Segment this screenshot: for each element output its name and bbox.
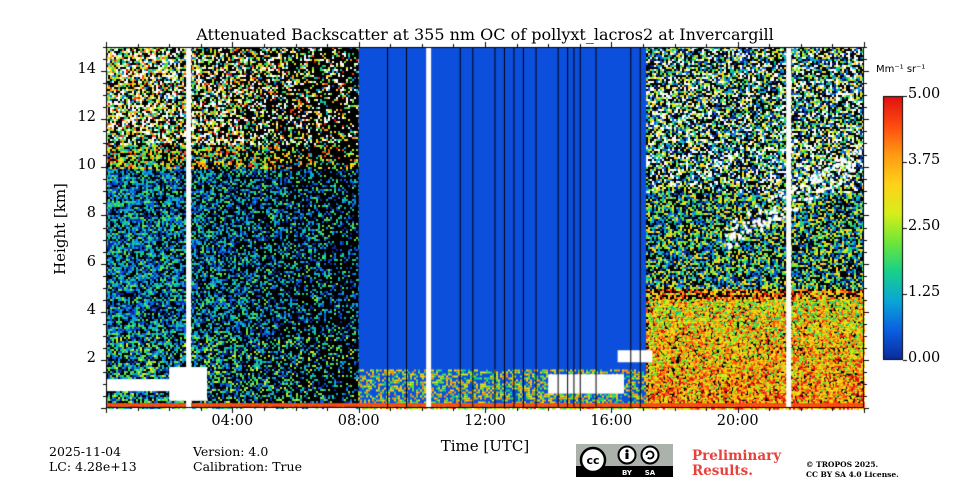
y-tick-label: 2 bbox=[0, 350, 96, 366]
colorbar-tick-label: 3.75 bbox=[908, 152, 940, 168]
colorbar-tick-label: 5.00 bbox=[908, 86, 940, 102]
license-line: CC BY SA 4.0 License. bbox=[806, 470, 899, 480]
copyright-note: © TROPOS 2025. CC BY SA 4.0 License. bbox=[806, 460, 899, 480]
y-tick-label: 10 bbox=[0, 157, 96, 173]
colorbar-tick-label: 2.50 bbox=[908, 218, 940, 234]
footer-version: Version: 4.0 bbox=[193, 444, 268, 459]
x-axis-label: Time [UTC] bbox=[441, 437, 530, 455]
colorbar-tick-label: 1.25 bbox=[908, 284, 940, 300]
cc-by-sa-license-icon: cc BY SA bbox=[576, 444, 673, 477]
cc-icon-text: cc bbox=[586, 454, 599, 467]
y-tick-label: 8 bbox=[0, 205, 96, 221]
footer-date: 2025-11-04 bbox=[49, 444, 121, 459]
chart-title: Attenuated Backscatter at 355 nm OC of p… bbox=[0, 25, 960, 44]
x-tick-label: 16:00 bbox=[590, 413, 632, 429]
by-icon-text: BY bbox=[622, 469, 633, 477]
x-tick-label: 20:00 bbox=[717, 413, 759, 429]
sa-icon-text: SA bbox=[645, 469, 656, 477]
preliminary-label: Preliminary bbox=[692, 449, 781, 464]
colorbar-unit-label: Mm⁻¹ sr⁻¹ bbox=[876, 64, 925, 75]
footer-lc: LC: 4.28e+13 bbox=[49, 459, 137, 474]
results-label: Results. bbox=[692, 464, 781, 479]
x-tick-label: 08:00 bbox=[338, 413, 380, 429]
x-tick-label: 12:00 bbox=[464, 413, 506, 429]
footer-calibration: Calibration: True bbox=[193, 459, 302, 474]
y-tick-label: 12 bbox=[0, 109, 96, 125]
preliminary-results-note: Preliminary Results. bbox=[692, 449, 781, 479]
y-tick-label: 14 bbox=[0, 61, 96, 77]
y-tick-label: 4 bbox=[0, 302, 96, 318]
x-tick-label: 04:00 bbox=[211, 413, 253, 429]
copyright-line: © TROPOS 2025. bbox=[806, 460, 899, 470]
y-tick-label: 6 bbox=[0, 254, 96, 270]
colorbar-tick-label: 0.00 bbox=[908, 350, 940, 366]
backscatter-chart bbox=[0, 0, 960, 480]
